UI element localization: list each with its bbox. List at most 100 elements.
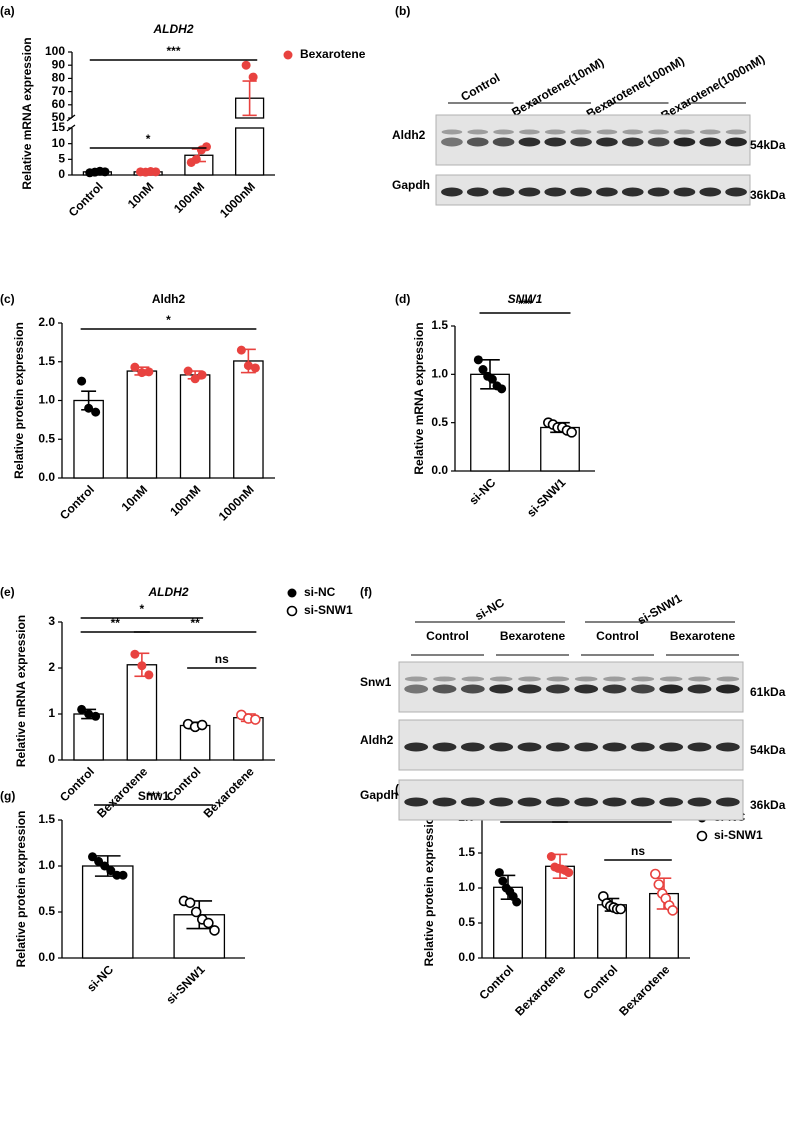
bar xyxy=(235,127,265,176)
blot-band xyxy=(570,129,592,135)
data-point xyxy=(196,719,208,731)
data-point xyxy=(478,365,488,374)
blot-band xyxy=(596,187,618,197)
blot-band xyxy=(715,684,740,694)
y-tick-label: 0 xyxy=(48,752,55,766)
y-axis-label: Relative protein expression xyxy=(422,810,436,967)
blot-band xyxy=(687,797,712,807)
blot-band xyxy=(441,137,463,147)
legend-marker xyxy=(696,830,708,842)
blot-row-label: Gapdh xyxy=(392,178,430,192)
x-tick-label: 100nM xyxy=(171,179,207,215)
legend-marker xyxy=(283,50,293,60)
blot-band xyxy=(518,137,541,147)
data-point xyxy=(650,868,661,880)
blot-band xyxy=(602,684,627,694)
blot-band xyxy=(492,187,515,197)
bar xyxy=(126,664,158,761)
data-point xyxy=(236,345,246,355)
y-axis-label: Relative protein expression xyxy=(12,322,26,479)
blot-band xyxy=(489,676,513,682)
x-tick-label: Bexarotene xyxy=(201,764,257,820)
data-point xyxy=(473,355,483,365)
data-point xyxy=(615,903,626,915)
data-point xyxy=(130,649,140,659)
y-tick-label: 80 xyxy=(52,71,66,85)
blot-band xyxy=(687,742,712,752)
y-tick-label: 2 xyxy=(48,660,55,674)
data-point xyxy=(191,154,201,164)
y-tick-label: 0.5 xyxy=(431,415,448,429)
chart-title: SNW1 xyxy=(508,292,543,306)
bar xyxy=(540,426,580,472)
blot-band xyxy=(546,676,570,682)
blot-band xyxy=(441,187,463,197)
panel-label: (d) xyxy=(395,292,410,306)
bar xyxy=(81,865,134,959)
x-tick-label: Control xyxy=(163,764,203,804)
data-point xyxy=(94,856,104,866)
blot-band xyxy=(699,137,722,147)
data-point xyxy=(564,868,574,878)
blot-band xyxy=(519,129,540,135)
y-tick-label: 1.5 xyxy=(458,845,475,859)
legend-marker xyxy=(287,588,297,598)
legend-label: si-NC xyxy=(304,585,336,599)
x-tick-label: Control xyxy=(580,962,620,1002)
blot-band xyxy=(622,129,644,135)
significance-label: *** xyxy=(166,44,180,58)
significance-label: * xyxy=(166,313,171,327)
chart-title: Snw1 xyxy=(138,789,170,803)
data-point xyxy=(248,72,258,82)
blot-band xyxy=(441,129,463,135)
x-tick-label: si-NC xyxy=(84,962,116,994)
blot-band xyxy=(404,676,428,682)
blot-size-label: 36kDa xyxy=(750,188,786,202)
blot-band xyxy=(725,129,747,135)
x-tick-label: 1000nM xyxy=(216,482,257,523)
blot-band xyxy=(673,187,696,197)
blot-row-label: Snw1 xyxy=(360,675,392,689)
data-point xyxy=(77,376,87,386)
blot-membrane xyxy=(435,114,751,166)
data-point xyxy=(88,852,97,862)
chart-title: ALDH2 xyxy=(147,585,188,599)
blot-band xyxy=(570,187,592,197)
blot-band xyxy=(460,797,485,807)
blot-band xyxy=(461,676,485,682)
data-point xyxy=(144,367,154,377)
data-point xyxy=(144,670,154,680)
significance-label: ** xyxy=(111,616,121,630)
blot-membrane xyxy=(398,779,744,821)
y-tick-label: 1 xyxy=(48,706,55,720)
y-axis-label: Relative mRNA expression xyxy=(20,37,34,189)
x-tick-label: 1000nM xyxy=(217,179,258,220)
blot-band xyxy=(659,676,683,682)
blot-band xyxy=(466,137,489,147)
blot-band xyxy=(404,684,429,694)
x-tick-label: Bexarotene xyxy=(616,962,672,1018)
blot-band xyxy=(715,742,740,752)
blot-band xyxy=(716,676,740,682)
blot-band xyxy=(517,742,542,752)
blot-band xyxy=(570,137,592,147)
data-point xyxy=(667,905,678,916)
blot-band xyxy=(574,742,599,752)
y-tick-label: 0.5 xyxy=(38,904,55,918)
blot-band xyxy=(630,684,655,694)
blot-band xyxy=(517,684,542,694)
blot-band xyxy=(517,797,542,807)
y-tick-label: 1.0 xyxy=(431,367,448,381)
blot-size-label: 54kDa xyxy=(750,138,786,152)
blot-band xyxy=(545,797,570,807)
y-tick-label: 0.0 xyxy=(431,463,448,477)
blot-band xyxy=(725,187,747,197)
blot-band xyxy=(659,797,684,807)
blot-row-label: Aldh2 xyxy=(392,128,426,142)
blot-membrane xyxy=(435,174,751,206)
significance-label: ns xyxy=(215,652,229,666)
y-tick-label: 3 xyxy=(48,614,55,628)
x-tick-label: 10nM xyxy=(125,179,157,211)
blot-band xyxy=(621,187,644,197)
group-label: si-NC xyxy=(473,595,507,623)
